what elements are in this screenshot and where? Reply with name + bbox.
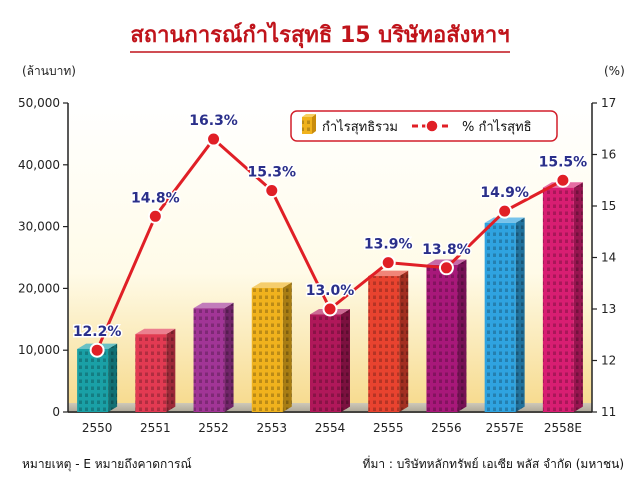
- bar: [135, 328, 176, 412]
- bar-windows: [542, 187, 574, 412]
- data-label: 12.2%: [73, 324, 122, 340]
- footnote-left: หมายเหตุ - E หมายถึงคาดการณ์: [22, 457, 192, 472]
- y-tick-left-label: 10,000: [18, 343, 60, 357]
- bar-side-windows: [166, 328, 176, 412]
- percent-point: [89, 342, 105, 358]
- bar-side-windows: [573, 182, 583, 412]
- bar-side-windows: [108, 343, 118, 412]
- y-tick-left-label: 0: [52, 405, 60, 419]
- x-tick-label: 2556: [431, 421, 462, 435]
- data-label: 13.8%: [422, 242, 471, 258]
- bar-side-windows: [399, 270, 409, 412]
- x-tick-label: 2551: [140, 421, 171, 435]
- y-tick-right-label: 17: [601, 96, 616, 110]
- bar: [368, 270, 409, 412]
- y-axis-left-label: (ล้านบาท): [22, 64, 76, 78]
- footnote-right: ที่มา : บริษัทหลักทรัพย์ เอเซีย พลัส จำก…: [363, 455, 624, 471]
- x-tick-label: 2557E: [486, 421, 524, 435]
- bar-side-windows: [515, 217, 525, 412]
- x-tick-label: 2555: [373, 421, 404, 435]
- x-tick-label: 2554: [315, 421, 346, 435]
- bar: [77, 343, 118, 412]
- y-tick-left-label: 20,000: [18, 281, 60, 295]
- legend-bar-label: กำไรสุทธิรวม: [322, 119, 398, 135]
- x-tick-label: 2550: [82, 421, 113, 435]
- y-tick-left-label: 50,000: [18, 96, 60, 110]
- bar-windows: [484, 222, 516, 412]
- y-tick-right-label: 11: [601, 405, 616, 419]
- bar: [542, 182, 583, 412]
- bar-top: [251, 282, 292, 288]
- data-label: 15.5%: [539, 154, 588, 170]
- data-label: 14.9%: [480, 185, 529, 201]
- bar: [251, 282, 292, 412]
- bar-windows: [426, 264, 458, 412]
- percent-point: [555, 172, 571, 188]
- x-tick-label: 2553: [257, 421, 288, 435]
- bar-top: [193, 302, 234, 309]
- y-ticks-left: 0 10,000 20,000 30,000 40,000 50,000: [18, 96, 68, 419]
- y-axis-right-label: (%): [604, 64, 625, 78]
- y-tick-right-label: 16: [601, 148, 616, 162]
- bar: [193, 302, 234, 412]
- bar-windows: [251, 287, 283, 412]
- percent-point: [438, 260, 454, 276]
- x-tick-label: 2552: [198, 421, 229, 435]
- percent-point: [380, 255, 396, 271]
- percent-point: [497, 203, 513, 219]
- bar-side-windows: [341, 308, 350, 412]
- bar: [426, 259, 467, 412]
- data-label: 13.0%: [306, 283, 355, 299]
- data-label: 14.8%: [131, 190, 180, 206]
- chart-title: สถานการณ์กำไรสุทธิ 15 บริษัทอสังหาฯ: [130, 21, 509, 49]
- bar-side-windows: [224, 302, 234, 412]
- percent-point: [264, 183, 280, 199]
- bar-top: [135, 328, 176, 335]
- bar: [484, 217, 525, 412]
- x-tick-labels: 2550 2551 2552 2553 2554 2555 2556 2557E 2558E: [82, 421, 582, 435]
- data-label: 15.3%: [247, 165, 296, 181]
- bar: [310, 308, 350, 412]
- data-label: 16.3%: [189, 113, 238, 129]
- bar-windows: [77, 348, 109, 412]
- percent-point: [206, 131, 222, 147]
- line-series-group: 12.2% 14.8% 16.3% 15.3% 13.0% 13.9% 13.8% 14.9%…: [71, 112, 589, 358]
- bar-windows: [310, 314, 341, 412]
- bar-side-windows: [282, 282, 292, 412]
- bar-windows: [368, 276, 400, 412]
- x-tick-label: 2558E: [544, 421, 582, 435]
- y-tick-right-label: 12: [601, 354, 616, 368]
- y-ticks-right: 11 12 13 14 15 16 17: [592, 96, 616, 419]
- legend-line-swatch: [412, 119, 452, 133]
- bar-windows: [193, 308, 225, 412]
- percent-point: [147, 208, 163, 224]
- legend: กำไรสุทธิรวม % กำไรสุทธิ: [290, 110, 558, 142]
- data-label: 13.9%: [364, 237, 413, 253]
- y-tick-right-label: 14: [601, 251, 616, 265]
- bars-group: [77, 182, 583, 412]
- y-tick-left-label: 30,000: [18, 220, 60, 234]
- y-tick-right-label: 15: [601, 199, 616, 213]
- bar-side-windows: [457, 259, 467, 412]
- legend-bar-swatch: [302, 114, 316, 134]
- bar-windows: [135, 334, 167, 412]
- y-tick-right-label: 13: [601, 302, 616, 316]
- legend-line-label: % กำไรสุทธิ: [462, 119, 532, 135]
- percent-point: [322, 301, 338, 317]
- y-tick-left-label: 40,000: [18, 158, 60, 172]
